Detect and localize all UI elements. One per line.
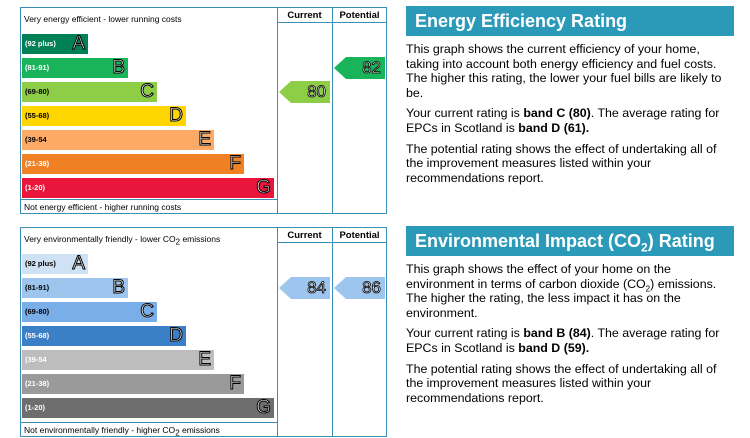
- band-letter: C: [140, 301, 155, 323]
- band-range: (69-80): [25, 87, 50, 96]
- panel-paragraph: Your current rating is band C (80). The …: [406, 106, 720, 135]
- panel-paragraph: This graph shows the effect of your home…: [406, 262, 717, 320]
- rating-band-d: (55-68) D: [22, 325, 186, 347]
- potential-rating-arrow: 86: [334, 277, 385, 299]
- arrow-shape: [279, 277, 330, 299]
- rating-band-b: (81-91) B: [22, 57, 128, 79]
- band-letter: A: [72, 33, 86, 55]
- band-letter: D: [169, 325, 184, 347]
- band-letter: A: [72, 253, 86, 275]
- environmental-impact-chart: Current Potential Very environmentally f…: [20, 227, 387, 437]
- rating-band-c: (69-80) C: [22, 81, 157, 103]
- bottom-divider: [21, 199, 277, 200]
- bottom-divider: [21, 422, 277, 423]
- bottom-note: Not environmentally friendly - higher CO…: [24, 425, 220, 438]
- column-divider: [277, 8, 278, 213]
- rating-band-g: (1-20) G: [22, 397, 274, 419]
- band-letter: G: [256, 397, 272, 419]
- rating-band-e: (39-54 E: [22, 129, 214, 151]
- panel-paragraph: This graph shows the current efficiency …: [406, 42, 722, 100]
- rating-band-a: (92 plus) A: [22, 33, 88, 55]
- column-divider: [332, 8, 333, 213]
- environmental-impact-panel: Environmental Impact (CO2) Rating This g…: [406, 226, 734, 405]
- column-divider: [277, 228, 278, 436]
- rating-band-e: (39-54 E: [22, 349, 214, 371]
- potential-rating-value: 86: [362, 278, 382, 298]
- potential-rating-arrow: 82: [334, 57, 385, 79]
- panel-paragraph: The potential rating shows the effect of…: [406, 361, 717, 405]
- header-divider: [277, 22, 386, 23]
- band-letter: E: [198, 129, 212, 151]
- band-range: (81-91): [25, 283, 50, 292]
- column-divider: [332, 228, 333, 436]
- band-range: (21-38): [25, 379, 50, 388]
- arrow-shape: [279, 81, 330, 103]
- band-range: (92 plus): [25, 259, 56, 268]
- band-range: (69-80): [25, 307, 50, 316]
- potential-column-header: Potential: [339, 230, 380, 241]
- band-range: (1-20): [25, 403, 46, 412]
- band-range: (81-91): [25, 63, 50, 72]
- rating-band-a: (92 plus) A: [22, 253, 88, 275]
- band-range: (21-38): [25, 159, 50, 168]
- band-range: (55-68): [25, 331, 50, 340]
- rating-band-f: (21-38) F: [22, 373, 244, 395]
- band-letter: B: [112, 277, 126, 299]
- rating-band-d: (55-68) D: [22, 105, 186, 127]
- band-letter: G: [256, 177, 272, 199]
- band-range: (39-54: [25, 135, 47, 144]
- top-note: Very energy efficient - lower running co…: [24, 14, 182, 24]
- header-divider: [277, 242, 386, 243]
- panel-paragraph: The potential rating shows the effect of…: [406, 141, 717, 185]
- bottom-note: Not energy efficient - higher running co…: [24, 202, 182, 212]
- panel-title: Environmental Impact (CO2) Rating: [406, 226, 734, 256]
- potential-column-header: Potential: [339, 10, 380, 21]
- current-column-header: Current: [287, 230, 322, 241]
- current-rating-value: 84: [307, 278, 327, 298]
- current-column-header: Current: [287, 10, 322, 21]
- rating-band-b: (81-91) B: [22, 277, 128, 299]
- potential-rating-value: 82: [362, 58, 382, 78]
- band-letter: C: [140, 81, 155, 103]
- band-range: (92 plus): [25, 39, 56, 48]
- arrow-shape: [334, 277, 385, 299]
- energy-efficiency-panel: Energy Efficiency Rating This graph show…: [406, 6, 734, 185]
- current-rating-arrow: 84: [279, 277, 330, 299]
- current-rating-value: 80: [307, 82, 327, 102]
- band-letter: D: [169, 105, 184, 127]
- current-rating-arrow: 80: [279, 81, 330, 103]
- panel-title: Energy Efficiency Rating: [406, 6, 734, 36]
- energy-efficiency-chart: Current Potential Very energy efficient …: [20, 7, 387, 214]
- rating-band-c: (69-80) C: [22, 301, 157, 323]
- band-range: (55-68): [25, 111, 50, 120]
- top-note: Very environmentally friendly - lower CO…: [24, 234, 221, 247]
- band-letter: B: [112, 57, 126, 79]
- band-letter: F: [229, 153, 242, 175]
- band-range: (1-20): [25, 183, 46, 192]
- rating-band-f: (21-38) F: [22, 153, 244, 175]
- band-letter: E: [198, 349, 212, 371]
- arrow-shape: [334, 57, 385, 79]
- band-range: (39-54: [25, 355, 47, 364]
- band-letter: F: [229, 373, 242, 395]
- rating-band-g: (1-20) G: [22, 177, 274, 199]
- panel-paragraph: Your current rating is band B (84). The …: [406, 326, 720, 355]
